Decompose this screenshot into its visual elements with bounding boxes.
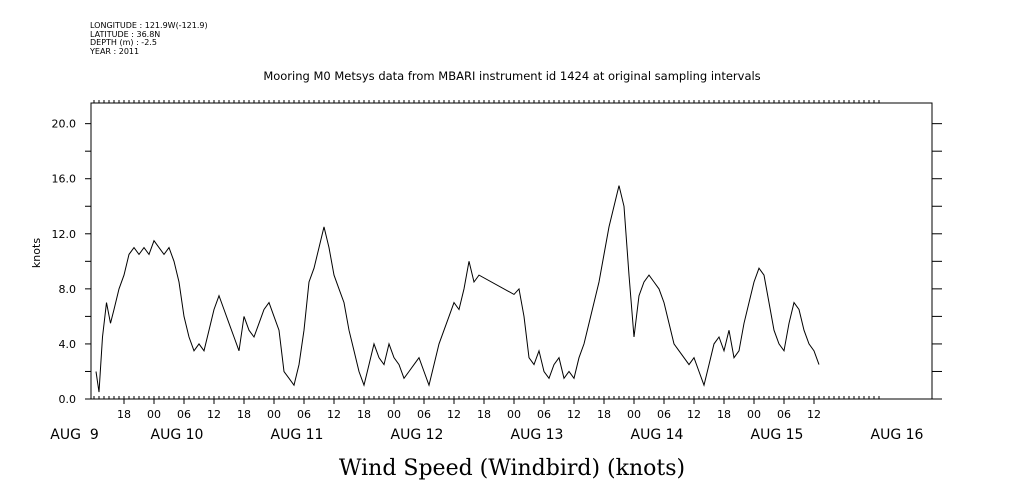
x-date-label: AUG 16 bbox=[871, 427, 924, 443]
x-tick-label: 18 bbox=[357, 408, 371, 421]
x-date-label: AUG 9 bbox=[50, 427, 98, 443]
x-tick-label: 06 bbox=[537, 408, 551, 421]
x-tick-label: 06 bbox=[417, 408, 431, 421]
x-tick-label: 00 bbox=[507, 408, 521, 421]
y-tick-label: 20.0 bbox=[52, 118, 77, 131]
x-axis-label: Wind Speed (Windbird) (knots) bbox=[339, 456, 685, 481]
x-tick-label: 06 bbox=[177, 408, 191, 421]
chart-title: Mooring M0 Metsys data from MBARI instru… bbox=[263, 69, 760, 83]
metadata-block: LONGITUDE : 121.9W(-121.9) LATITUDE : 36… bbox=[90, 21, 208, 56]
x-tick-label: 12 bbox=[567, 408, 581, 421]
x-tick-label: 00 bbox=[147, 408, 161, 421]
x-date-label: AUG 10 bbox=[151, 427, 204, 443]
y-tick-label: 12.0 bbox=[52, 228, 77, 241]
meta-depth: DEPTH (m) : -2.5 bbox=[90, 38, 157, 48]
y-tick-label: 16.0 bbox=[52, 173, 77, 186]
x-date-label: AUG 13 bbox=[511, 427, 564, 443]
x-tick-label: 06 bbox=[657, 408, 671, 421]
y-tick-label: 4.0 bbox=[59, 338, 77, 351]
x-date-label: AUG 15 bbox=[751, 427, 804, 443]
x-tick-label: 18 bbox=[717, 408, 731, 421]
x-date-label: AUG 14 bbox=[631, 427, 684, 443]
y-axis-label: knots bbox=[30, 238, 43, 268]
axes: 18 00 06 12 18 00 06 12 18 00 06 12 18 00 06 12 18 00 06 12… bbox=[50, 100, 942, 443]
x-tick-label: 18 bbox=[237, 408, 251, 421]
series-group bbox=[95, 185, 820, 393]
y-tick-label: 8.0 bbox=[59, 283, 77, 296]
x-tick-label: 18 bbox=[117, 408, 131, 421]
x-tick-label: 12 bbox=[447, 408, 461, 421]
meta-latitude: LATITUDE : 36.8N bbox=[90, 29, 161, 39]
meta-longitude: LONGITUDE : 121.9W(-121.9) bbox=[90, 21, 208, 30]
x-tick-label: 00 bbox=[387, 408, 401, 421]
x-tick-label: 06 bbox=[777, 408, 791, 421]
x-date-label: AUG 12 bbox=[391, 427, 444, 443]
x-tick-label: 12 bbox=[327, 408, 341, 421]
y-tick-label: 0.0 bbox=[59, 393, 77, 406]
x-tick-label: 18 bbox=[597, 408, 611, 421]
plot-frame bbox=[90, 102, 933, 400]
x-tick-label: 18 bbox=[477, 408, 491, 421]
x-tick-label: 06 bbox=[297, 408, 311, 421]
x-tick-label: 12 bbox=[207, 408, 221, 421]
wind-speed-line bbox=[95, 185, 820, 393]
x-tick-label: 00 bbox=[627, 408, 641, 421]
x-tick-label: 00 bbox=[267, 408, 281, 421]
meta-year: YEAR : 2011 bbox=[90, 46, 140, 56]
x-date-label: AUG 11 bbox=[271, 427, 324, 443]
x-tick-label: 12 bbox=[807, 408, 821, 421]
x-tick-label: 12 bbox=[687, 408, 701, 421]
x-tick-label: 00 bbox=[747, 408, 761, 421]
